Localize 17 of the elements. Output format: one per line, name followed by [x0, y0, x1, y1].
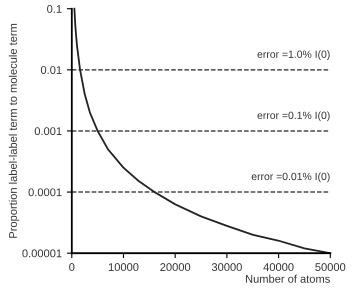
ref-line-label: error =1.0% I(0) — [257, 50, 330, 60]
x-tick-label: 10000 — [108, 263, 139, 272]
line-series — [73, 8, 332, 254]
y-tick-label: 0.01 — [40, 66, 62, 74]
y-tick-label: 0.1 — [47, 4, 62, 13]
x-tick-label: 30000 — [212, 263, 242, 272]
x-tick-label: 20000 — [160, 263, 190, 272]
y-tick-label: 0.001 — [34, 127, 62, 136]
y-tick-label: 0.00001 — [22, 249, 62, 258]
x-tick-label: 50000 — [315, 263, 346, 272]
x-tick-label: 40000 — [263, 263, 294, 272]
ref-line-label: error =0.1% I(0) — [257, 111, 330, 122]
x-axis-title: Number of atoms — [246, 274, 330, 283]
y-tick-label: 0.0001 — [28, 188, 62, 196]
ref-line-label: error =0.01% I(0) — [252, 172, 330, 182]
y-axis-title: Proportion label-label term to molecule term — [8, 24, 20, 238]
x-tick-label: 0 — [69, 263, 74, 272]
